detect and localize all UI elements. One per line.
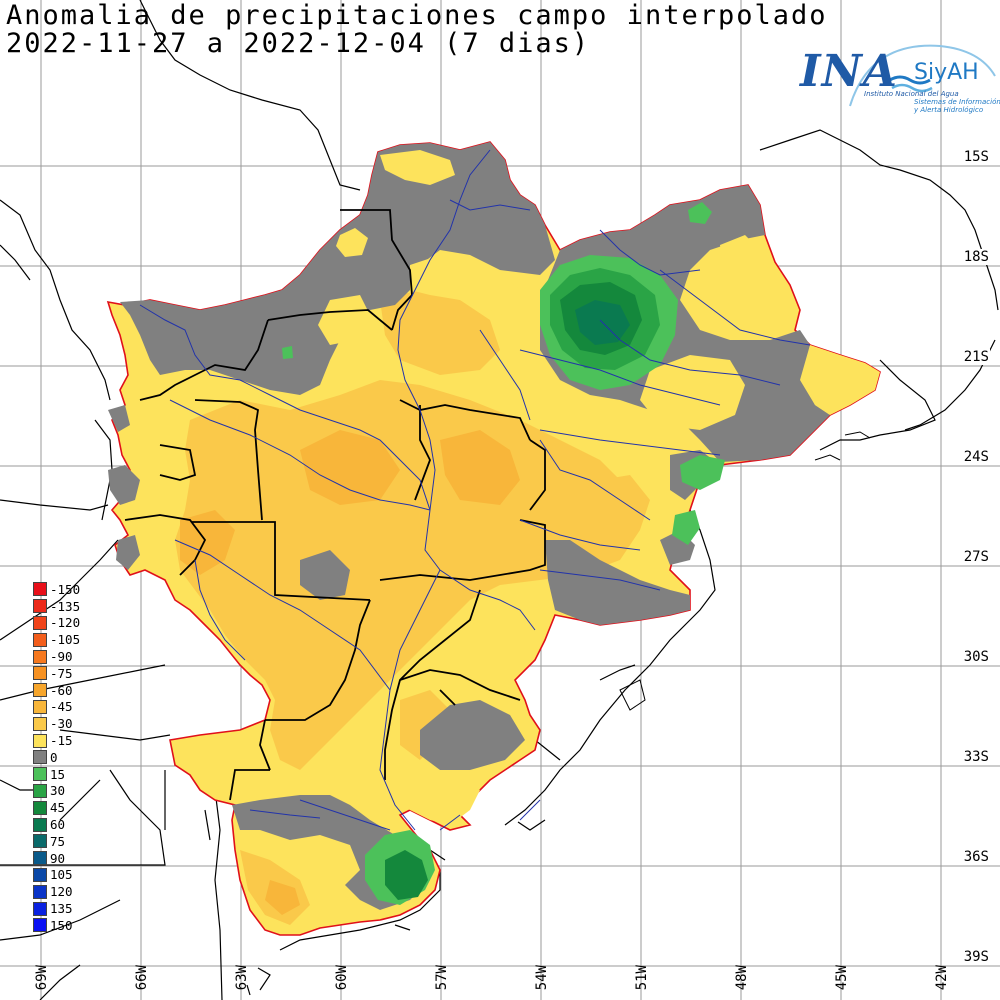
legend-label: 75 <box>50 833 66 849</box>
legend-item: -90 <box>33 648 80 665</box>
legend-swatch <box>33 867 47 882</box>
legend-label: -105 <box>50 632 81 648</box>
lon-label: 45W <box>834 964 850 990</box>
legend-swatch <box>33 666 47 681</box>
legend-swatch <box>33 582 47 597</box>
lat-label: 39S <box>962 949 990 965</box>
lon-label: 57W <box>434 964 450 990</box>
lat-label: 36S <box>962 849 990 865</box>
lon-label: 63W <box>234 964 250 990</box>
legend-swatch <box>33 834 47 849</box>
legend-label: -30 <box>50 716 73 732</box>
lat-label: 27S <box>962 549 990 565</box>
legend-label: -75 <box>50 665 73 681</box>
legend-label: -15 <box>50 733 73 749</box>
legend-swatch <box>33 699 47 714</box>
legend-label: 120 <box>50 884 73 900</box>
logo-ina-text: INA <box>800 46 898 97</box>
legend-swatch <box>33 851 47 866</box>
legend-swatch <box>33 599 47 614</box>
legend-swatch <box>33 683 47 698</box>
legend-label: -45 <box>50 699 73 715</box>
map-title: Anomalia de precipitaciones campo interp… <box>6 0 828 31</box>
legend-item: -75 <box>33 665 80 682</box>
legend-item: 90 <box>33 850 80 867</box>
logo-siyah-text: SiyAH <box>914 60 979 85</box>
legend-item: -30 <box>33 715 80 732</box>
legend-item: 15 <box>33 766 80 783</box>
logo-tagline-text: Sistemas de Información y Alerta Hidroló… <box>914 98 1000 114</box>
legend-item: 120 <box>33 883 80 900</box>
legend-swatch <box>33 901 47 916</box>
lon-label: 54W <box>534 964 550 990</box>
legend-swatch <box>33 615 47 630</box>
legend-item: 45 <box>33 799 80 816</box>
legend-label: -135 <box>50 598 81 614</box>
lat-label: 30S <box>962 649 990 665</box>
legend-swatch <box>33 918 47 933</box>
logo-institute-text: Instituto Nacional del Agua <box>864 90 959 98</box>
legend-swatch <box>33 733 47 748</box>
anomaly-field <box>106 141 881 936</box>
legend-label: 150 <box>50 917 73 933</box>
legend-item: 150 <box>33 917 80 934</box>
legend-item: -120 <box>33 615 80 632</box>
lat-label: 21S <box>962 349 990 365</box>
legend-item: 0 <box>33 749 80 766</box>
lon-label: 60W <box>334 964 350 990</box>
legend-label: 0 <box>50 749 58 765</box>
lon-label: 51W <box>634 964 650 990</box>
rivers <box>139 149 811 831</box>
legend-label: -60 <box>50 682 73 698</box>
legend-label: 30 <box>50 783 66 799</box>
legend-label: -150 <box>50 581 81 597</box>
internal-borders <box>124 209 546 801</box>
legend-item: -15 <box>33 732 80 749</box>
legend-item: -135 <box>33 598 80 615</box>
legend-swatch <box>33 783 47 798</box>
legend-swatch <box>33 817 47 832</box>
ina-siyah-logo: INA SiyAH Instituto Nacional del Agua Si… <box>800 36 1000 128</box>
legend-item: 105 <box>33 867 80 884</box>
legend-swatch <box>33 649 47 664</box>
legend-label: 105 <box>50 867 73 883</box>
legend-label: 45 <box>50 800 66 816</box>
legend-item: 60 <box>33 816 80 833</box>
legend-item: -150 <box>33 581 80 598</box>
legend-item: -45 <box>33 699 80 716</box>
legend-swatch <box>33 884 47 899</box>
legend-label: -120 <box>50 615 81 631</box>
legend-item: 30 <box>33 783 80 800</box>
legend-swatch <box>33 800 47 815</box>
lon-label: 69W <box>34 964 50 990</box>
legend-label: 135 <box>50 901 73 917</box>
legend-swatch <box>33 750 47 765</box>
lon-label: 42W <box>934 964 950 990</box>
legend-swatch <box>33 716 47 731</box>
lat-label: 18S <box>962 249 990 265</box>
logo-swoosh-icon <box>849 44 996 107</box>
color-legend: -150 -135 -120 -105 -90 -75 -60 -45 -30 -15 0 15 30 4… <box>33 581 80 934</box>
legend-swatch <box>33 632 47 647</box>
legend-label: -90 <box>50 649 73 665</box>
legend-label: 15 <box>50 766 66 782</box>
lat-label: 33S <box>962 749 990 765</box>
legend-swatch <box>33 767 47 782</box>
lon-label: 66W <box>134 964 150 990</box>
lon-label: 48W <box>734 964 750 990</box>
coast-detail <box>619 431 871 711</box>
legend-item: -105 <box>33 631 80 648</box>
legend-item: -60 <box>33 682 80 699</box>
legend-label: 60 <box>50 817 66 833</box>
legend-item: 75 <box>33 833 80 850</box>
lat-label: 24S <box>962 449 990 465</box>
legend-item: 135 <box>33 900 80 917</box>
lat-label: 15S <box>962 149 990 165</box>
legend-label: 90 <box>50 850 66 866</box>
map-period: 2022-11-27 a 2022-12-04 (7 dias) <box>6 28 591 59</box>
